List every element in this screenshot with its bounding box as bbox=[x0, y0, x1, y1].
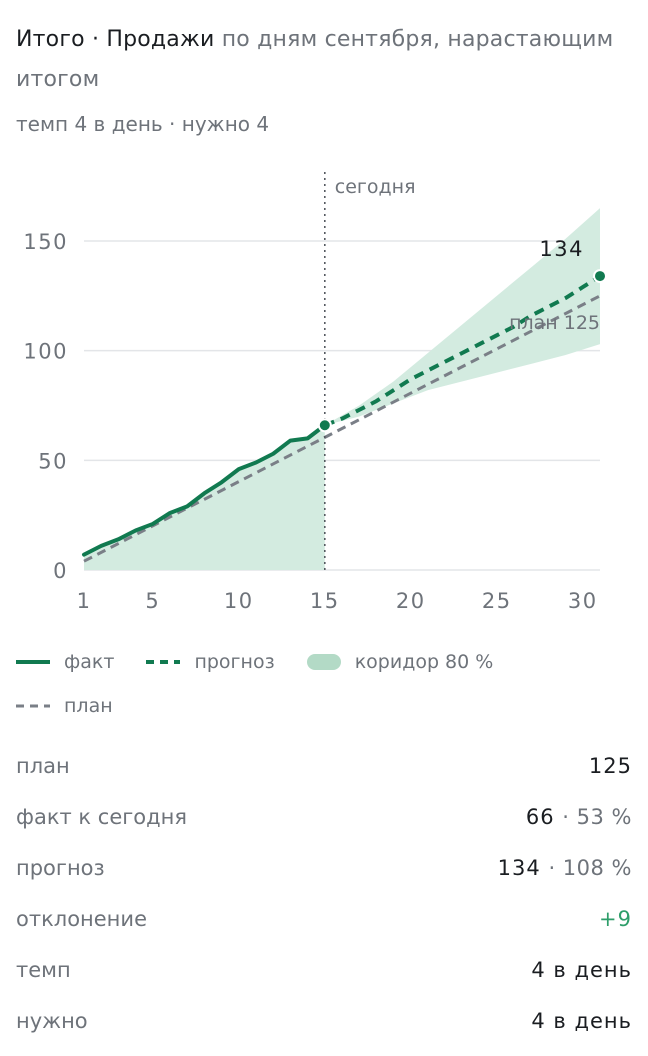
fact-line bbox=[82, 423, 327, 557]
x-tick-30: 30 bbox=[568, 589, 598, 613]
point-markers bbox=[317, 269, 607, 433]
corridor-forecast-area bbox=[324, 208, 600, 426]
x-tick-25: 25 bbox=[482, 589, 512, 613]
legend-swatch-fact bbox=[16, 660, 50, 664]
legend-item-fact: факт bbox=[16, 651, 114, 673]
x-tick-20: 20 bbox=[396, 589, 426, 613]
title-description: по дням сентября, нарастающим итогом bbox=[16, 27, 614, 92]
x-tick-10: 10 bbox=[224, 589, 254, 613]
stat-label-forecast: прогноз bbox=[16, 855, 105, 880]
legend-label-plan: план bbox=[64, 695, 113, 717]
stat-value-forecast: 134 · 108 % bbox=[498, 856, 632, 880]
y-tick-0: 0 bbox=[53, 559, 68, 583]
stat-label-deviation: отклонение bbox=[16, 906, 147, 931]
forecast-end-label: 134 bbox=[539, 237, 584, 261]
stat-label-fact: факт к сегодня bbox=[16, 804, 188, 829]
chart-title: Итого · Продажи по дням сентября, нараст… bbox=[16, 20, 616, 100]
forecast-line bbox=[324, 274, 602, 428]
corridor-bands bbox=[84, 208, 600, 570]
legend-label-corridor: коридор 80 % bbox=[354, 651, 494, 673]
legend-swatch-forecast bbox=[146, 660, 181, 664]
legend-item-forecast: прогноз bbox=[146, 651, 275, 673]
stat-forecast-number: 134 bbox=[497, 855, 541, 880]
legend-label-fact: факт bbox=[64, 651, 115, 673]
y-tick-50: 50 bbox=[38, 449, 68, 473]
y-tick-labels: 0 50 100 150 bbox=[23, 230, 68, 583]
stat-fact-number: 66 bbox=[525, 804, 555, 829]
legend-swatch-plan bbox=[16, 704, 50, 708]
stat-value-plan: 125 bbox=[588, 753, 632, 778]
stat-value-needed: 4 в день bbox=[531, 1008, 632, 1033]
plan-end-label: план 125 bbox=[509, 312, 600, 334]
stat-forecast-percent: · 108 % bbox=[548, 855, 632, 880]
stat-label-plan: план bbox=[16, 753, 70, 778]
legend-item-corridor: коридор 80 % bbox=[306, 651, 494, 673]
today-point bbox=[317, 418, 332, 433]
x-tick-labels: 1 5 10 15 20 25 30 bbox=[77, 589, 598, 613]
stat-label-pace: темп bbox=[16, 957, 71, 982]
x-tick-15: 15 bbox=[310, 589, 340, 613]
forecast-end-point bbox=[593, 269, 607, 284]
stat-label-needed: нужно bbox=[16, 1008, 88, 1033]
stat-row-needed: нужно 4 в день bbox=[16, 995, 632, 1046]
x-tick-1: 1 bbox=[77, 589, 92, 613]
plan-line bbox=[83, 294, 601, 563]
stat-row-deviation: отклонение +9 bbox=[16, 893, 632, 944]
title-main: Итого · Продажи bbox=[16, 27, 215, 52]
stat-row-forecast: прогноз 134 · 108 % bbox=[16, 842, 632, 893]
stat-row-plan: план 125 bbox=[16, 740, 632, 791]
legend-item-plan: план bbox=[16, 695, 113, 717]
stat-row-fact: факт к сегодня 66 · 53 % bbox=[16, 791, 632, 842]
stat-value-deviation: +9 bbox=[599, 906, 632, 931]
stat-value-fact: 66 · 53 % bbox=[526, 805, 632, 829]
x-tick-5: 5 bbox=[145, 589, 160, 613]
stat-fact-percent: · 53 % bbox=[562, 804, 632, 829]
legend-label-forecast: прогноз bbox=[194, 651, 275, 673]
y-tick-100: 100 bbox=[23, 340, 68, 364]
plan-line-group bbox=[83, 294, 601, 563]
y-tick-150: 150 bbox=[23, 230, 68, 254]
chart-legend: факт прогноз коридор 80 % план bbox=[16, 640, 636, 728]
today-marker: сегодня bbox=[323, 172, 416, 570]
summary-stats: план 125 факт к сегодня 66 · 53 % прогно… bbox=[16, 740, 632, 1046]
chart-subtitle: темп 4 в день · нужно 4 bbox=[16, 112, 270, 136]
fact-line-group bbox=[82, 423, 327, 557]
stat-row-pace: темп 4 в день bbox=[16, 944, 632, 995]
stat-value-pace: 4 в день bbox=[531, 957, 632, 982]
today-label: сегодня bbox=[335, 176, 416, 198]
forecast-line-group bbox=[324, 274, 602, 428]
legend-swatch-corridor bbox=[306, 654, 341, 670]
